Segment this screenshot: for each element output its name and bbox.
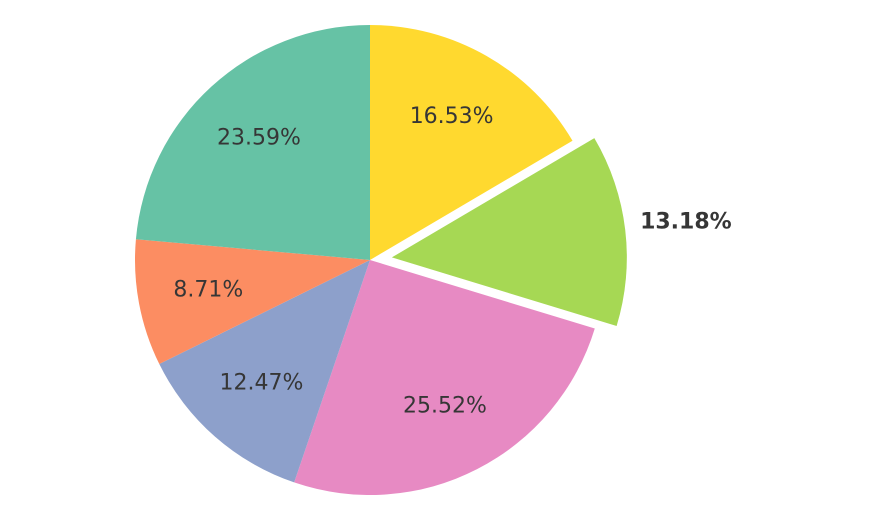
pie-slice-label: 25.52% bbox=[403, 393, 487, 418]
pie-slice-label: 23.59% bbox=[217, 126, 301, 151]
pie-slice-label: 12.47% bbox=[220, 371, 304, 396]
pie-slice-label: 16.53% bbox=[410, 104, 494, 129]
pie-slice-label: 8.71% bbox=[173, 277, 243, 302]
pie-chart: 16.53% 13.18% 25.52% 12.47% 8.71% 23.59% bbox=[0, 0, 883, 531]
pie-slice-label: 13.18% bbox=[640, 210, 732, 235]
